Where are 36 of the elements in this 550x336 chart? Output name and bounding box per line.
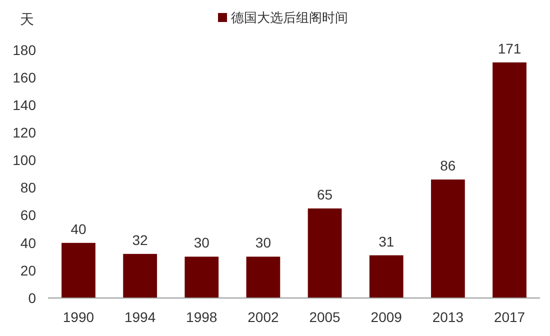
data-label: 31	[378, 233, 394, 250]
bar	[431, 180, 465, 298]
legend-label: 德国大选后组阁时间	[231, 10, 348, 25]
bar	[246, 256, 280, 298]
y-tick-label: 100	[12, 152, 36, 168]
y-tick-label: 60	[20, 207, 36, 224]
x-tick-label: 2013	[432, 309, 464, 325]
x-tick-label: 2002	[248, 309, 279, 325]
data-label: 171	[498, 40, 522, 56]
y-tick-label: 80	[20, 180, 36, 196]
data-label: 65	[317, 186, 333, 202]
data-label: 30	[255, 234, 272, 251]
data-label: 32	[132, 232, 148, 248]
y-tick-label: 140	[12, 97, 36, 114]
x-tick-label: 1990	[62, 309, 94, 325]
bar	[308, 208, 342, 298]
data-label: 30	[194, 234, 210, 251]
x-tick-label: 2009	[370, 309, 402, 325]
y-tick-label: 0	[28, 290, 36, 306]
data-label: 40	[70, 220, 86, 237]
x-tick-label: 1994	[124, 309, 156, 325]
x-tick-label: 1998	[186, 309, 218, 325]
y-tick-label: 160	[12, 69, 36, 86]
y-tick-label: 180	[12, 42, 36, 58]
y-tick-label: 120	[12, 124, 36, 141]
bar	[184, 256, 219, 298]
x-tick-label: 2005	[309, 309, 341, 325]
x-tick-label: 2017	[494, 309, 526, 325]
y-tick-label: 40	[20, 234, 36, 251]
bar	[369, 255, 404, 298]
bar	[492, 62, 526, 298]
bar	[62, 242, 96, 298]
y-axis-title: 天	[20, 11, 34, 27]
y-tick-label: 20	[20, 262, 36, 278]
bar	[123, 254, 157, 298]
data-label: 86	[440, 158, 456, 174]
